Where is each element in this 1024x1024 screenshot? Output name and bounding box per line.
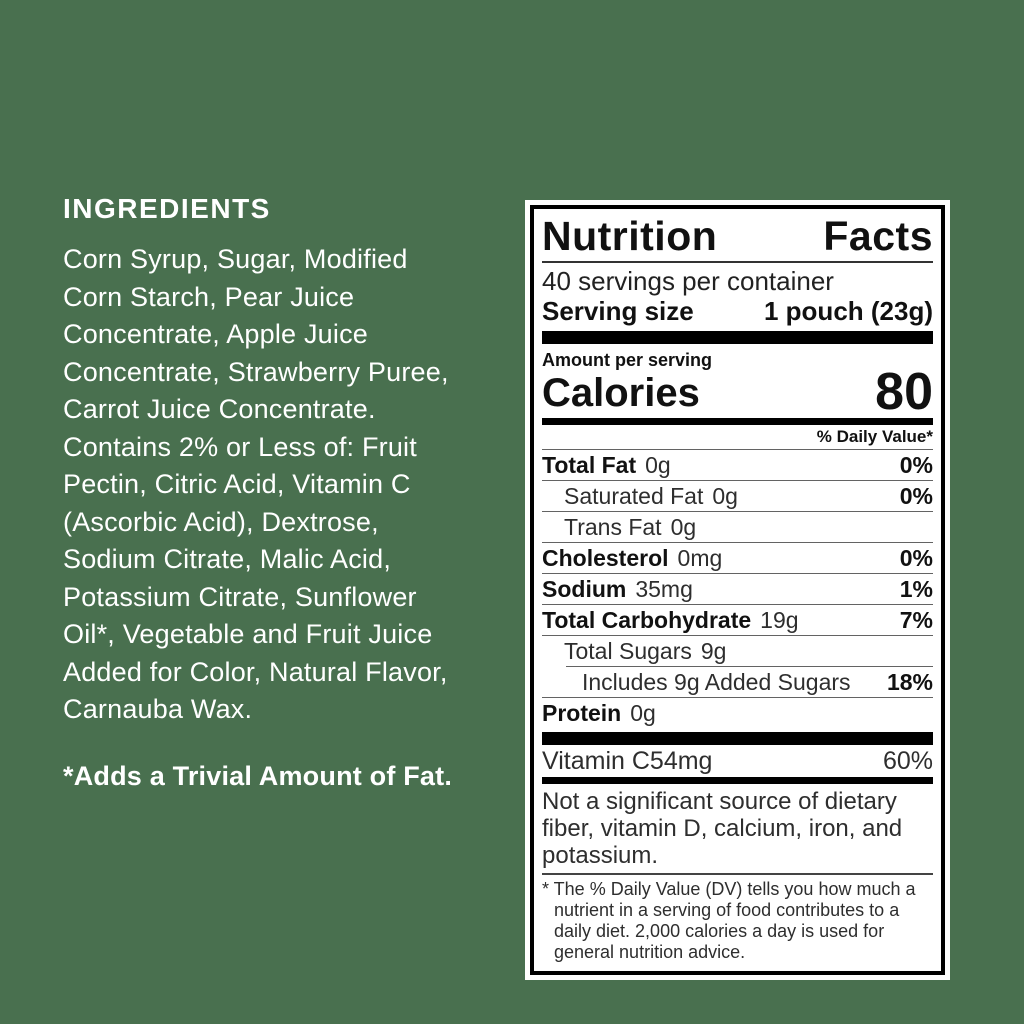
divider-hairline xyxy=(542,511,933,512)
serving-size-value: 1 pouch (23g) xyxy=(763,296,933,326)
nutrient-name-amount: Includes 9g Added Sugars xyxy=(582,669,851,695)
nutrient-row-total-carbohydrate: Total Carbohydrate 19g 7% xyxy=(542,605,933,635)
nutrient-name-amount: Total Fat 0g xyxy=(542,452,671,478)
divider-bar-thick-top xyxy=(542,331,933,344)
nutrient-dv: 18% xyxy=(886,669,933,695)
nutrition-facts-title: Nutrition Facts xyxy=(542,213,933,263)
nutrient-row-protein: Protein 0g xyxy=(542,698,933,728)
nutrient-dv: 0% xyxy=(899,545,933,571)
nutrient-name-amount: Sodium 35mg xyxy=(542,576,693,602)
ingredients-heading: INGREDIENTS xyxy=(63,193,271,224)
nutrient-name-amount: Trans Fat 0g xyxy=(564,514,697,540)
nutrient-name-amount: Cholesterol 0mg xyxy=(542,545,723,571)
ingredients-body: Corn Syrup, Sugar, Modified Corn Starch,… xyxy=(63,244,449,724)
not-significant-note: Not a significant source of dietary fibe… xyxy=(542,788,903,869)
nutrient-row-sodium: Sodium 35mg 1% xyxy=(542,574,933,604)
nutrient-row-added-sugars: Includes 9g Added Sugars 18% xyxy=(542,667,933,697)
serving-size-row: Serving size 1 pouch (23g) xyxy=(542,296,933,326)
nutrient-name-amount: Total Carbohydrate 19g xyxy=(542,607,799,633)
ingredients-section: INGREDIENTS Corn Syrup, Sugar, Modified … xyxy=(63,193,503,792)
divider-hairline xyxy=(542,573,933,574)
nutrition-facts-panel: Nutrition Facts 40 servings per containe… xyxy=(525,200,950,980)
nutrient-name-amount: Saturated Fat 0g xyxy=(564,483,738,509)
calories-value: 80 xyxy=(875,363,933,421)
divider-bar-medium-calories xyxy=(542,418,933,425)
nutrient-row-saturated-fat: Saturated Fat 0g 0% xyxy=(542,481,933,511)
servings-per-container: 40 servings per container xyxy=(542,266,834,296)
nutrient-dv: 7% xyxy=(899,607,933,633)
divider-hairline xyxy=(542,449,933,450)
nutrition-facts-inner: Nutrition Facts 40 servings per containe… xyxy=(530,205,945,975)
calories-label: Calories xyxy=(542,371,700,415)
daily-value-footnote: * The % Daily Value (DV) tells you how m… xyxy=(542,873,933,963)
nutrient-name-amount: Vitamin C54mg xyxy=(542,747,713,775)
divider-hairline xyxy=(542,697,933,698)
divider-hairline xyxy=(542,480,933,481)
nutrient-row-vitamin-c: Vitamin C54mg 60% xyxy=(542,745,933,777)
nutrient-dv: 0% xyxy=(899,452,933,478)
nutrient-row-total-sugars: Total Sugars 9g xyxy=(542,636,933,666)
title-word-nutrition: Nutrition xyxy=(542,213,718,259)
nutrient-name-amount: Protein 0g xyxy=(542,700,656,726)
amount-per-serving-label: Amount per serving xyxy=(542,350,713,370)
calories-row: Calories 80 xyxy=(542,363,933,421)
divider-hairline-indented xyxy=(566,666,933,667)
daily-value-header: % Daily Value* xyxy=(816,427,933,446)
serving-size-label: Serving size xyxy=(542,296,694,326)
divider-hairline xyxy=(542,604,933,605)
ingredients-footnote: *Adds a Trivial Amount of Fat. xyxy=(63,760,453,791)
nutrient-dv: 1% xyxy=(899,576,933,602)
divider-bar-medium-vitamin xyxy=(542,777,933,784)
nutrient-dv: 60% xyxy=(882,747,933,775)
nutrient-name-amount: Total Sugars 9g xyxy=(564,638,727,664)
nutrient-row-trans-fat: Trans Fat 0g xyxy=(542,512,933,542)
divider-bar-thick-bottom xyxy=(542,732,933,745)
nutrient-row-cholesterol: Cholesterol 0mg 0% xyxy=(542,543,933,573)
divider-hairline xyxy=(542,542,933,543)
nutrient-dv: 0% xyxy=(899,483,933,509)
divider-hairline xyxy=(542,635,933,636)
title-word-facts: Facts xyxy=(823,213,933,259)
nutrient-row-total-fat: Total Fat 0g 0% xyxy=(542,450,933,480)
